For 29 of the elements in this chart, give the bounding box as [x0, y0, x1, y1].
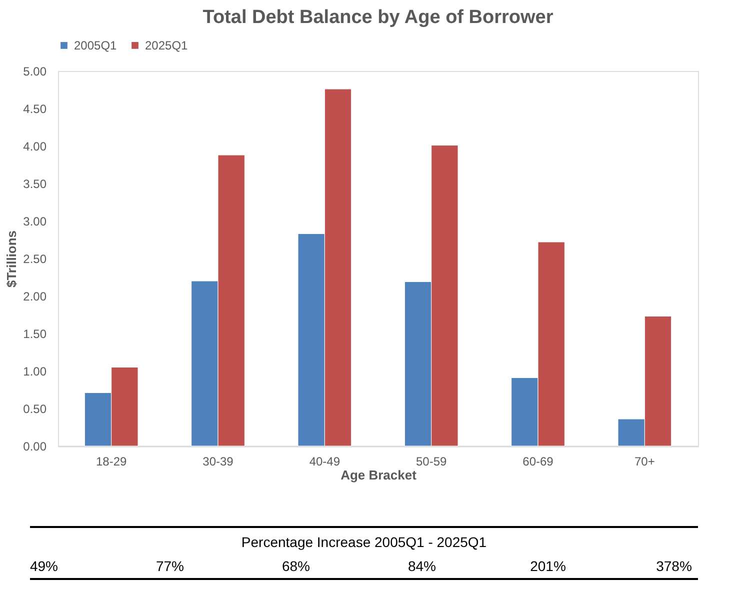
y-tick-label: 3.50 [23, 177, 47, 191]
y-tick-label: 5.00 [23, 64, 47, 78]
y-tick-label: 3.00 [23, 214, 47, 228]
text: 49% [30, 558, 58, 574]
x-tick-label: 18-29 [96, 454, 127, 468]
y-axis-title: $Trillions [4, 230, 20, 288]
y-tick-label: 1.00 [23, 364, 47, 378]
legend-label: 2025Q1 [145, 38, 188, 52]
x-tick-label: 40-49 [309, 454, 340, 468]
text: 84% [408, 558, 436, 574]
text: 378% [656, 558, 692, 574]
x-tick-label: 70+ [634, 454, 655, 468]
text: Percentage Increase 2005Q1 - 2025Q1 [241, 534, 487, 550]
x-tick-label: 50-59 [416, 454, 447, 468]
y-tick-label: 2.50 [23, 252, 47, 266]
y-tick-label: 2.00 [23, 290, 47, 304]
y-tick-label: 4.00 [23, 140, 47, 154]
y-tick-label: 0.50 [23, 402, 47, 416]
x-tick-label: 60-69 [522, 454, 554, 468]
x-tick-label: 30-39 [202, 454, 234, 468]
y-tick-label: 4.50 [23, 102, 47, 116]
y-tick-label: 1.50 [23, 327, 47, 341]
chart-title: Total Debt Balance by Age of Borrower [202, 7, 554, 28]
legend-label: 2005Q1 [74, 38, 118, 52]
text: 77% [156, 558, 184, 574]
x-axis-title: Age Bracket [340, 468, 418, 482]
y-tick-label: 0.00 [23, 440, 47, 454]
text: 68% [282, 558, 310, 574]
text: 201% [530, 558, 566, 574]
